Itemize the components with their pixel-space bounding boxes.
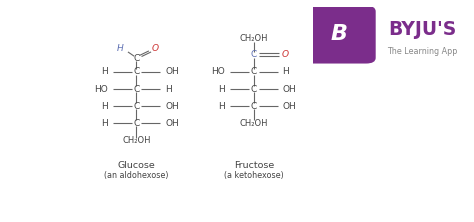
- Text: CH₂OH: CH₂OH: [240, 119, 268, 128]
- Text: H: H: [283, 67, 289, 76]
- Text: H: H: [165, 85, 172, 93]
- Text: C: C: [133, 85, 139, 93]
- Text: H: H: [101, 119, 108, 128]
- Text: C: C: [133, 119, 139, 128]
- Text: (a ketohexose): (a ketohexose): [224, 171, 284, 180]
- Text: OH: OH: [165, 67, 179, 76]
- Text: C: C: [133, 67, 139, 76]
- Text: C: C: [251, 67, 257, 76]
- Text: O: O: [152, 44, 159, 53]
- Text: HO: HO: [94, 85, 108, 93]
- Text: Fructose: Fructose: [234, 161, 274, 170]
- Text: CH₂OH: CH₂OH: [240, 34, 268, 43]
- Text: BYJU'S: BYJU'S: [388, 20, 456, 39]
- Text: C: C: [133, 102, 139, 111]
- Text: H: H: [101, 67, 108, 76]
- Text: C: C: [251, 85, 257, 93]
- Text: H: H: [219, 102, 225, 111]
- Text: C: C: [251, 50, 257, 59]
- FancyBboxPatch shape: [303, 6, 376, 63]
- Text: OH: OH: [283, 85, 296, 93]
- Text: H: H: [101, 102, 108, 111]
- Text: The Learning App: The Learning App: [387, 47, 457, 56]
- Text: (an aldohexose): (an aldohexose): [104, 171, 169, 180]
- Text: HO: HO: [211, 67, 225, 76]
- Text: OH: OH: [283, 102, 296, 111]
- Text: H: H: [219, 85, 225, 93]
- Text: Glucose: Glucose: [118, 161, 155, 170]
- Text: C: C: [251, 102, 257, 111]
- Text: B: B: [331, 24, 348, 44]
- Text: OH: OH: [165, 119, 179, 128]
- Text: C: C: [133, 54, 139, 63]
- Text: OH: OH: [165, 102, 179, 111]
- Text: H: H: [117, 44, 123, 53]
- Text: O: O: [282, 50, 289, 59]
- Text: CH₂OH: CH₂OH: [122, 136, 151, 145]
